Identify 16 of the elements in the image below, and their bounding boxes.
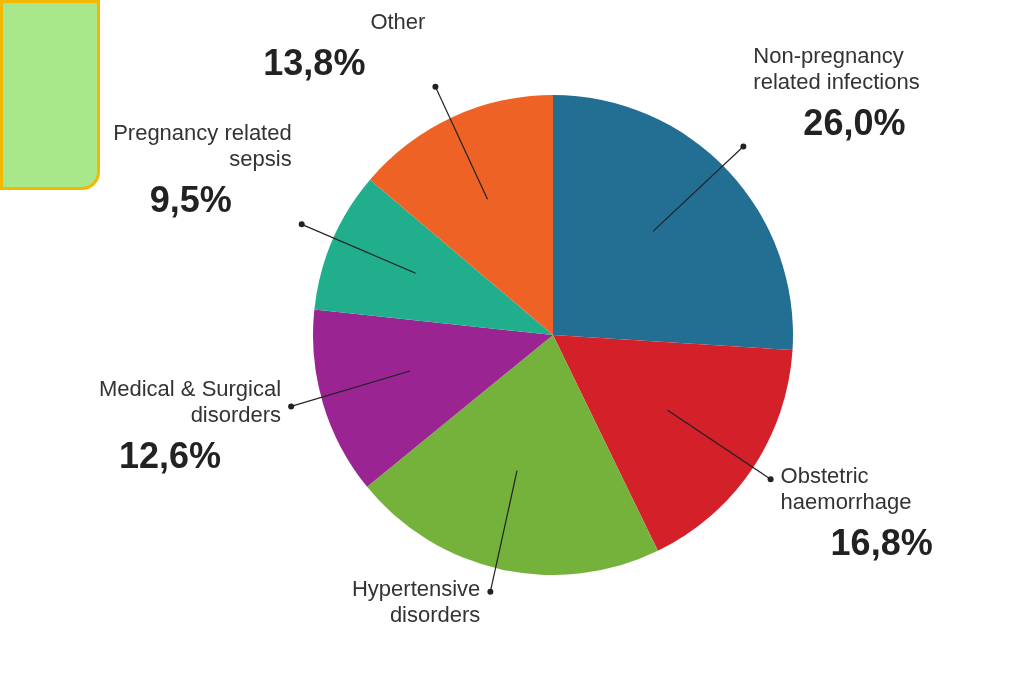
slice-label: Other [370, 8, 426, 34]
data-label: 26,0% [803, 101, 906, 143]
slice-label: Pregnancy related sepsis [113, 120, 292, 172]
slice-label: Medical & Surgical disorders [98, 376, 282, 428]
pie-slice [367, 335, 658, 575]
pie-slice [553, 95, 793, 351]
data-label: 16,8% [830, 522, 933, 564]
pie-slice [313, 309, 553, 487]
slice-label: Non-pregnancy related infections [753, 42, 920, 94]
pie-slice [370, 95, 553, 335]
data-label: 13,8% [263, 41, 366, 83]
slice-label: Hypertensive disorders [351, 575, 481, 627]
pie-slice [314, 179, 553, 335]
data-label: 9,5% [149, 179, 232, 221]
slice-label: Obstetric haemorrhage [780, 463, 912, 515]
data-label: 12,6% [119, 435, 222, 477]
